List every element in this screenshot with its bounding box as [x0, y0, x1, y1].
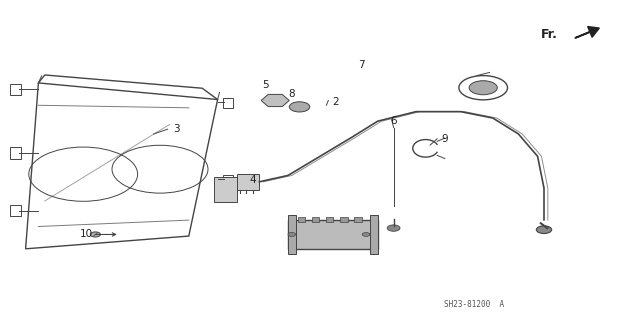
Text: 6: 6 — [390, 116, 397, 126]
Bar — [223, 98, 233, 108]
Bar — [370, 215, 378, 254]
Text: 7: 7 — [358, 60, 365, 70]
Text: SH23-81200  A: SH23-81200 A — [444, 300, 504, 309]
Bar — [288, 215, 296, 254]
Circle shape — [536, 226, 552, 234]
Polygon shape — [261, 94, 289, 107]
Bar — [10, 205, 21, 216]
Circle shape — [289, 102, 310, 112]
FancyArrowPatch shape — [575, 27, 599, 38]
Text: 3: 3 — [173, 124, 179, 134]
Text: 4: 4 — [250, 175, 256, 185]
Text: 8: 8 — [288, 89, 294, 99]
Circle shape — [90, 232, 100, 237]
Text: 10: 10 — [80, 229, 93, 240]
Bar — [10, 84, 21, 95]
FancyArrowPatch shape — [102, 233, 116, 236]
Bar — [237, 174, 259, 190]
Bar — [214, 177, 237, 202]
Bar — [298, 217, 305, 222]
Circle shape — [469, 81, 497, 95]
Bar — [312, 217, 319, 222]
Text: 5: 5 — [262, 79, 269, 90]
Circle shape — [362, 233, 370, 236]
Circle shape — [288, 233, 296, 236]
Bar — [10, 147, 21, 159]
Bar — [354, 217, 362, 222]
Bar — [326, 217, 333, 222]
Circle shape — [387, 225, 400, 231]
Bar — [340, 217, 348, 222]
Text: 9: 9 — [442, 134, 448, 144]
Text: Fr.: Fr. — [541, 28, 558, 41]
Bar — [288, 220, 378, 249]
Bar — [223, 175, 233, 185]
Text: 2: 2 — [333, 97, 339, 107]
